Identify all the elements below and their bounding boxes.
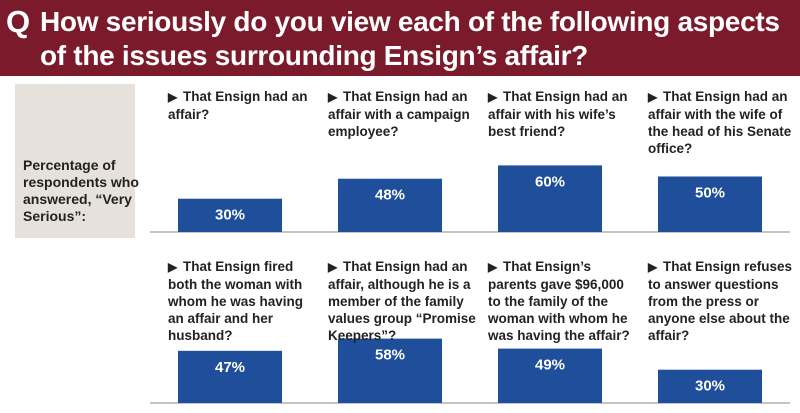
question-label-3: ▶ That Ensign had an affair with his wif… [488,88,636,140]
triangle-right-icon: ▶ [168,260,178,274]
bar-4 [658,176,762,232]
y-axis-label: Percentage of respondents who answered, … [23,157,139,224]
question-text: That Ensign had an affair, although he i… [328,259,476,343]
triangle-right-icon: ▶ [648,90,658,104]
triangle-right-icon: ▶ [168,90,178,104]
question-label-1: ▶ That Ensign had an affair? [168,88,316,123]
question-label-5: ▶ That Ensign fired both the woman with … [168,258,316,344]
question-label-2: ▶ That Ensign had an affair with a campa… [328,88,476,140]
bar-value-label-8: 30% [695,378,725,395]
question-text: That Ensign’s parents gave $96,000 to th… [488,259,630,343]
bar-value-label-1: 30% [215,207,245,224]
left-panel [15,84,135,238]
header-banner: Q How seriously do you view each of the … [0,0,800,76]
bar-value-label-6: 58% [375,347,405,364]
question-text: That Ensign fired both the woman with wh… [168,259,304,343]
triangle-right-icon: ▶ [488,90,498,104]
chart-title: How seriously do you view each of the fo… [40,6,780,71]
bar-1 [178,198,282,232]
bar-5 [178,350,282,403]
bar-value-label-5: 47% [215,359,245,376]
question-label-7: ▶ That Ensign’s parents gave $96,000 to … [488,258,636,344]
triangle-right-icon: ▶ [328,90,338,104]
bar-2 [338,178,442,232]
question-label-6: ▶ That Ensign had an affair, although he… [328,258,476,344]
question-label-4: ▶ That Ensign had an affair with the wif… [648,88,796,157]
question-text: That Ensign had an affair? [168,89,308,122]
question-text: That Ensign had an affair with his wife’… [488,89,628,139]
bar-6 [338,338,442,403]
question-label-8: ▶ That Ensign refuses to answer question… [648,258,796,344]
bar-value-label-2: 48% [375,187,405,204]
triangle-right-icon: ▶ [488,260,498,274]
bar-value-label-4: 50% [695,185,725,202]
question-text: That Ensign had an affair with the wife … [648,89,792,156]
bar-8 [658,369,762,403]
question-text: That Ensign had an affair with a campaig… [328,89,470,139]
question-mark-label: Q [6,4,31,39]
triangle-right-icon: ▶ [648,260,658,274]
bar-3 [498,165,602,232]
bar-value-label-7: 49% [535,357,565,374]
question-text: That Ensign refuses to answer questions … [648,259,793,343]
bar-7 [498,348,602,403]
bar-value-label-3: 60% [535,173,565,190]
triangle-right-icon: ▶ [328,260,338,274]
